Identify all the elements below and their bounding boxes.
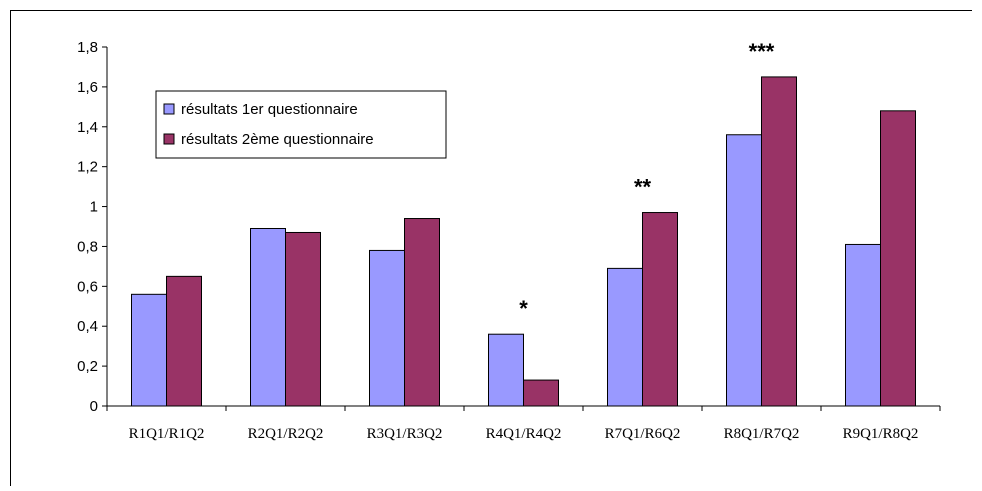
x-tick-label: R4Q1/R4Q2 bbox=[486, 426, 562, 442]
significance-marker: *** bbox=[749, 39, 775, 64]
bar-series2 bbox=[285, 231, 321, 407]
chart-frame bbox=[10, 10, 972, 486]
bar-series2 bbox=[166, 275, 202, 407]
bar-series2 bbox=[880, 110, 916, 407]
bar-series1 bbox=[488, 333, 524, 407]
y-tick-label: 1,8 bbox=[77, 39, 98, 56]
x-tick-label: R3Q1/R3Q2 bbox=[367, 426, 443, 442]
y-tick-label: 0,4 bbox=[77, 318, 98, 335]
x-tick-label: R9Q1/R8Q2 bbox=[843, 426, 919, 442]
bar-series1 bbox=[607, 267, 643, 407]
bar-series1 bbox=[250, 227, 286, 407]
y-tick-label: 0,6 bbox=[77, 278, 98, 295]
bar-series2 bbox=[404, 218, 440, 407]
x-tick-label: R1Q1/R1Q2 bbox=[129, 426, 205, 442]
x-tick-label: R8Q1/R7Q2 bbox=[724, 426, 800, 442]
bar-series2 bbox=[761, 76, 797, 407]
y-tick-label: 0 bbox=[90, 398, 98, 415]
legend-label: résultats 1er questionnaire bbox=[181, 101, 358, 118]
bar-series1 bbox=[845, 243, 881, 407]
legend-swatch bbox=[163, 103, 175, 115]
bar-series1 bbox=[369, 249, 405, 407]
y-tick-label: 1,2 bbox=[77, 159, 98, 176]
legend-swatch bbox=[163, 133, 175, 145]
bar-series2 bbox=[523, 379, 559, 407]
legend-box bbox=[155, 90, 447, 159]
bar-series2 bbox=[642, 212, 678, 407]
y-tick-label: 0,2 bbox=[77, 358, 98, 375]
bar-series1 bbox=[131, 293, 167, 407]
y-tick-label: 1,6 bbox=[77, 79, 98, 96]
x-tick-label: R2Q1/R2Q2 bbox=[248, 426, 324, 442]
bar-series1 bbox=[726, 134, 762, 407]
x-tick-label: R7Q1/R6Q2 bbox=[605, 426, 681, 442]
y-tick-label: 0,8 bbox=[77, 238, 98, 255]
legend-label: résultats 2ème questionnaire bbox=[181, 131, 374, 148]
significance-marker: * bbox=[519, 296, 528, 321]
y-tick-label: 1,4 bbox=[77, 119, 98, 136]
significance-marker: ** bbox=[634, 175, 652, 200]
y-tick-label: 1 bbox=[90, 199, 98, 216]
